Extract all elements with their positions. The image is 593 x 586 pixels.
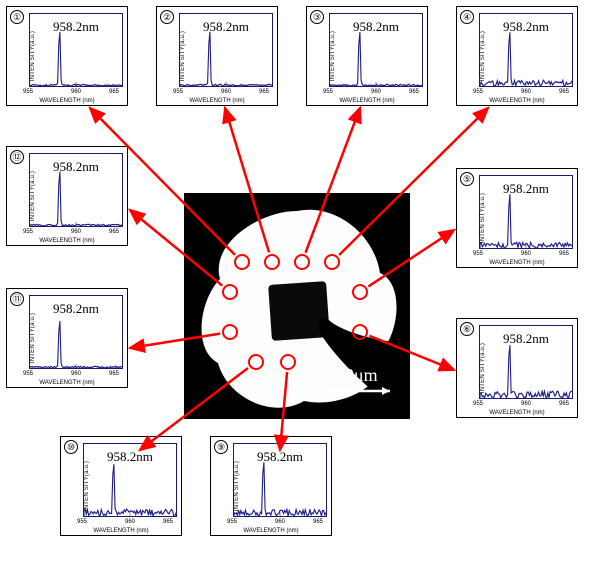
peak-label: 958.2nm	[107, 449, 153, 465]
peak-label: 958.2nm	[353, 19, 399, 35]
spectrum-panel-p11: INTEN SITY(a.u.) WAVELENGTH (nm) 955 960 965…	[6, 288, 128, 388]
panel-badge: ⑥	[460, 322, 474, 336]
marker-m11	[222, 324, 238, 340]
x-tick: 965	[109, 89, 119, 95]
x-tick: 955	[473, 401, 483, 407]
spectrum-panel-p12: INTEN SITY(a.u.) WAVELENGTH (nm) 955 960 965…	[6, 146, 128, 246]
peak-label: 958.2nm	[53, 301, 99, 317]
panel-badge: ⑨	[214, 440, 228, 454]
y-axis-label: INTEN SITY(a.u.)	[234, 461, 240, 511]
x-tick: 955	[473, 251, 483, 257]
x-tick: 960	[71, 371, 81, 377]
y-axis-label: INTEN SITY(a.u.)	[480, 343, 486, 393]
panel-badge: ⑩	[64, 440, 78, 454]
x-tick: 960	[371, 89, 381, 95]
y-axis-label: INTEN SITY(a.u.)	[330, 31, 336, 81]
peak-label: 958.2nm	[203, 19, 249, 35]
x-axis-label: WAVELENGTH (nm)	[189, 98, 244, 104]
x-tick: 965	[409, 89, 419, 95]
marker-m6	[352, 324, 368, 340]
spectrum-panel-p4: INTEN SITY(a.u.) WAVELENGTH (nm) 955 960 965…	[456, 6, 578, 106]
peak-label: 958.2nm	[503, 19, 549, 35]
marker-m1	[234, 254, 250, 270]
marker-m10	[248, 354, 264, 370]
y-axis-label: INTEN SITY(a.u.)	[180, 31, 186, 81]
peak-label: 958.2nm	[53, 159, 99, 175]
x-tick: 965	[559, 89, 569, 95]
x-tick: 965	[559, 251, 569, 257]
x-tick: 965	[163, 519, 173, 525]
x-tick: 965	[109, 229, 119, 235]
y-axis-label: INTEN SITY(a.u.)	[84, 461, 90, 511]
x-tick: 960	[71, 229, 81, 235]
x-tick: 960	[125, 519, 135, 525]
x-tick: 965	[109, 371, 119, 377]
x-axis-label: WAVELENGTH (nm)	[39, 98, 94, 104]
x-tick: 965	[313, 519, 323, 525]
marker-m12	[222, 284, 238, 300]
peak-label: 958.2nm	[53, 19, 99, 35]
x-axis-label: WAVELENGTH (nm)	[39, 380, 94, 386]
marker-m9	[280, 354, 296, 370]
microscope-image: 50μm	[184, 193, 410, 419]
x-tick: 955	[77, 519, 87, 525]
panel-badge: ⑤	[460, 172, 474, 186]
x-axis-label: WAVELENGTH (nm)	[93, 528, 148, 534]
x-tick: 960	[221, 89, 231, 95]
x-axis-label: WAVELENGTH (nm)	[243, 528, 298, 534]
x-tick: 960	[521, 401, 531, 407]
panel-badge: ③	[310, 10, 324, 24]
x-tick: 955	[23, 229, 33, 235]
spectrum-panel-p1: INTEN SITY(a.u.) WAVELENGTH (nm) 955 960 965…	[6, 6, 128, 106]
x-tick: 955	[23, 89, 33, 95]
spectrum-panel-p3: INTEN SITY(a.u.) WAVELENGTH (nm) 955 960 965…	[306, 6, 428, 106]
x-tick: 965	[559, 401, 569, 407]
spectrum-panel-p6: INTEN SITY(a.u.) WAVELENGTH (nm) 955 960 965…	[456, 318, 578, 418]
y-axis-label: INTEN SITY(a.u.)	[30, 171, 36, 221]
x-axis-label: WAVELENGTH (nm)	[489, 260, 544, 266]
peak-label: 958.2nm	[503, 181, 549, 197]
marker-m4	[324, 254, 340, 270]
spectrum-panel-p9: INTEN SITY(a.u.) WAVELENGTH (nm) 955 960 965…	[210, 436, 332, 536]
marker-m2	[264, 254, 280, 270]
y-axis-label: INTEN SITY(a.u.)	[480, 193, 486, 243]
x-tick: 960	[71, 89, 81, 95]
panel-badge: ⑫	[10, 150, 24, 164]
peak-label: 958.2nm	[257, 449, 303, 465]
x-tick: 960	[521, 251, 531, 257]
x-axis-label: WAVELENGTH (nm)	[489, 98, 544, 104]
x-tick: 955	[473, 89, 483, 95]
x-axis-label: WAVELENGTH (nm)	[39, 238, 94, 244]
y-axis-label: INTEN SITY(a.u.)	[30, 31, 36, 81]
x-tick: 955	[23, 371, 33, 377]
x-tick: 960	[275, 519, 285, 525]
peak-label: 958.2nm	[503, 331, 549, 347]
x-tick: 955	[173, 89, 183, 95]
panel-badge: ⑪	[10, 292, 24, 306]
x-axis-label: WAVELENGTH (nm)	[339, 98, 394, 104]
x-tick: 960	[521, 89, 531, 95]
x-tick: 965	[259, 89, 269, 95]
marker-m3	[294, 254, 310, 270]
x-axis-label: WAVELENGTH (nm)	[489, 410, 544, 416]
x-tick: 955	[323, 89, 333, 95]
spectrum-panel-p2: INTEN SITY(a.u.) WAVELENGTH (nm) 955 960 965…	[156, 6, 278, 106]
spectrum-panel-p10: INTEN SITY(a.u.) WAVELENGTH (nm) 955 960 965…	[60, 436, 182, 536]
panel-badge: ②	[160, 10, 174, 24]
y-axis-label: INTEN SITY(a.u.)	[480, 31, 486, 81]
marker-m5	[352, 284, 368, 300]
panel-badge: ①	[10, 10, 24, 24]
x-tick: 955	[227, 519, 237, 525]
spectrum-panel-p5: INTEN SITY(a.u.) WAVELENGTH (nm) 955 960 965…	[456, 168, 578, 268]
scalebar-label: 50μm	[336, 365, 378, 386]
y-axis-label: INTEN SITY(a.u.)	[30, 313, 36, 363]
panel-badge: ④	[460, 10, 474, 24]
